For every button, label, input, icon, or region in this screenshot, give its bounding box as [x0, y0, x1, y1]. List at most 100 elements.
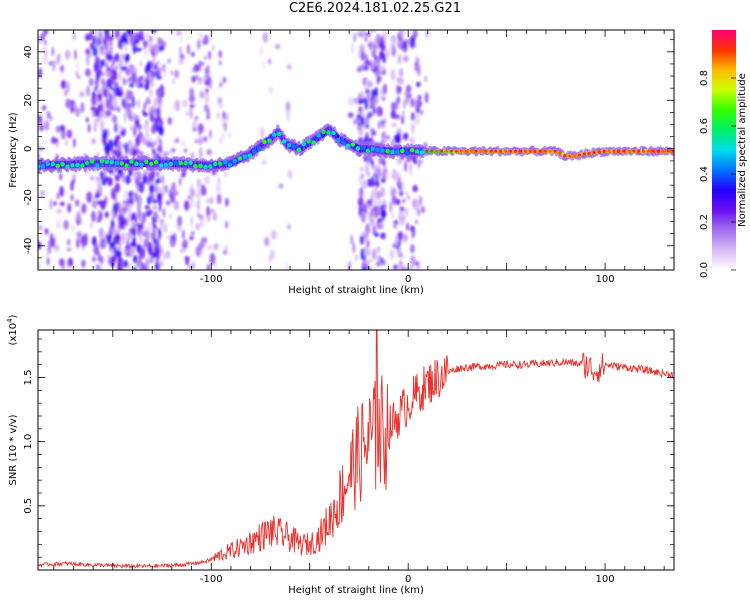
spectrogram-speckle	[224, 244, 228, 255]
spectrogram-speckle	[364, 266, 367, 270]
spectrogram-speckle	[56, 220, 60, 230]
spectrogram-speckle	[365, 32, 371, 37]
spectrogram-speckle	[125, 248, 129, 255]
spectrogram-speckle	[126, 231, 133, 240]
spectrogram-speckle	[150, 88, 153, 98]
spectrogram-speckle	[104, 169, 107, 178]
spectrogram-speckle	[104, 70, 111, 77]
ridge-core	[139, 162, 144, 167]
spectrogram-speckle	[399, 210, 405, 219]
spectrogram-speckle	[138, 83, 144, 88]
spectrogram-speckle	[413, 98, 418, 109]
ridge-core	[602, 149, 606, 153]
spectrogram-speckle	[396, 77, 402, 84]
spectrogram-speckle	[194, 138, 198, 144]
spectrogram-speckle	[174, 99, 180, 112]
spectrogram-speckle	[199, 90, 205, 99]
spectrogram-speckle	[366, 239, 370, 249]
spectrogram-speckle	[262, 61, 266, 69]
spectrogram-speckle	[38, 142, 41, 148]
spectrogram-speckle	[127, 203, 132, 216]
spectrogram-speckle	[95, 77, 99, 89]
spectrogram-speckle	[59, 172, 63, 181]
spectrogram-speckle	[75, 71, 79, 77]
spectrogram-speckle	[287, 169, 293, 179]
spectrogram-speckle	[360, 235, 364, 245]
spectrogram-speckle	[197, 212, 201, 218]
spectrogram-speckle	[225, 197, 229, 207]
spectrogram-speckle	[104, 176, 109, 181]
spectrogram-speckle	[107, 35, 114, 41]
ridge-core	[38, 164, 41, 169]
spectrogram-speckle	[380, 209, 387, 218]
spectrogram-speckle	[359, 166, 364, 173]
ridge-core	[459, 149, 463, 153]
ridge-core	[129, 159, 134, 164]
ridge-core	[306, 139, 311, 144]
figure-title: C2E6.2024.181.02.25.G21	[288, 1, 462, 16]
spectrogram-speckle	[409, 169, 413, 176]
spectrogram-speckle	[152, 229, 157, 239]
spectrogram-speckle	[112, 202, 118, 215]
spectrogram-speckle	[137, 98, 140, 110]
spectrogram-speckle	[382, 30, 387, 41]
spectrogram-speckle	[206, 263, 211, 270]
spectrogram-speckle	[377, 78, 380, 85]
spectrogram-speckle	[93, 244, 99, 249]
spectrogram-speckle	[147, 71, 152, 81]
spectrogram-speckle	[70, 194, 74, 202]
spectrogram-speckle	[383, 205, 386, 210]
ridge-core	[134, 161, 139, 166]
spectrogram-speckle	[120, 129, 125, 137]
ridge-core	[311, 140, 316, 145]
spectrogram-speckle	[381, 44, 386, 52]
spectrogram-speckle	[56, 208, 62, 214]
spectrogram-speckle	[190, 231, 195, 236]
spectrogram-speckle	[208, 50, 211, 60]
spectrogram-speckle	[391, 212, 394, 219]
spectrogram-speckle	[66, 129, 73, 139]
spectrogram-speckle	[85, 33, 91, 42]
spectrogram-speckle	[70, 99, 75, 106]
ridge-core	[99, 158, 105, 164]
spectrogram-speckle	[402, 266, 409, 270]
spectrogram-speckle	[135, 217, 137, 227]
spectrogram-speckle	[198, 32, 203, 40]
spectrogram-speckle	[104, 30, 110, 37]
spectrogram-speckle	[81, 259, 86, 268]
spectrogram-speckle	[114, 123, 118, 133]
spectrogram-speckle	[51, 46, 54, 57]
ridge-core	[651, 149, 655, 153]
spectrogram-speckle	[129, 83, 134, 88]
ridge-core	[291, 144, 297, 149]
spectrogram-speckle	[403, 238, 407, 244]
spectrogram-speckle	[110, 250, 115, 257]
spectrogram-speckle	[197, 79, 203, 86]
ridge-core	[474, 149, 478, 153]
ridge-core	[642, 149, 645, 153]
spectrogram-speckle	[411, 228, 416, 238]
spectrogram-speckle	[207, 64, 210, 76]
spectrogram-speckle	[148, 35, 153, 43]
spectrogram-speckle	[375, 33, 381, 44]
spectrogram-speckle	[184, 256, 190, 261]
ridge-core	[50, 161, 55, 167]
spectrogram-speckle	[209, 84, 213, 90]
spectrogram-speckle	[128, 247, 134, 258]
ridge-core	[153, 159, 159, 165]
spectrogram-speckle	[360, 248, 365, 261]
spectrogram-speckle	[107, 132, 111, 138]
spectrogram-speckle	[361, 180, 368, 189]
snr-scale-close: )	[8, 314, 19, 318]
ridge-core	[277, 131, 282, 136]
spectrogram-speckle	[419, 109, 424, 116]
spectrogram-speckle	[194, 115, 199, 121]
spectrogram-speckle	[411, 112, 415, 121]
spectrogram-speckle	[60, 79, 67, 90]
spectrogram-speckle	[366, 204, 371, 210]
y-tick-label: 1.5	[23, 370, 34, 386]
spectrogram-speckle	[403, 39, 407, 50]
spectrogram-speckle	[405, 191, 409, 196]
spectrogram-speckle	[152, 204, 157, 210]
spectrogram-speckle	[125, 143, 129, 155]
